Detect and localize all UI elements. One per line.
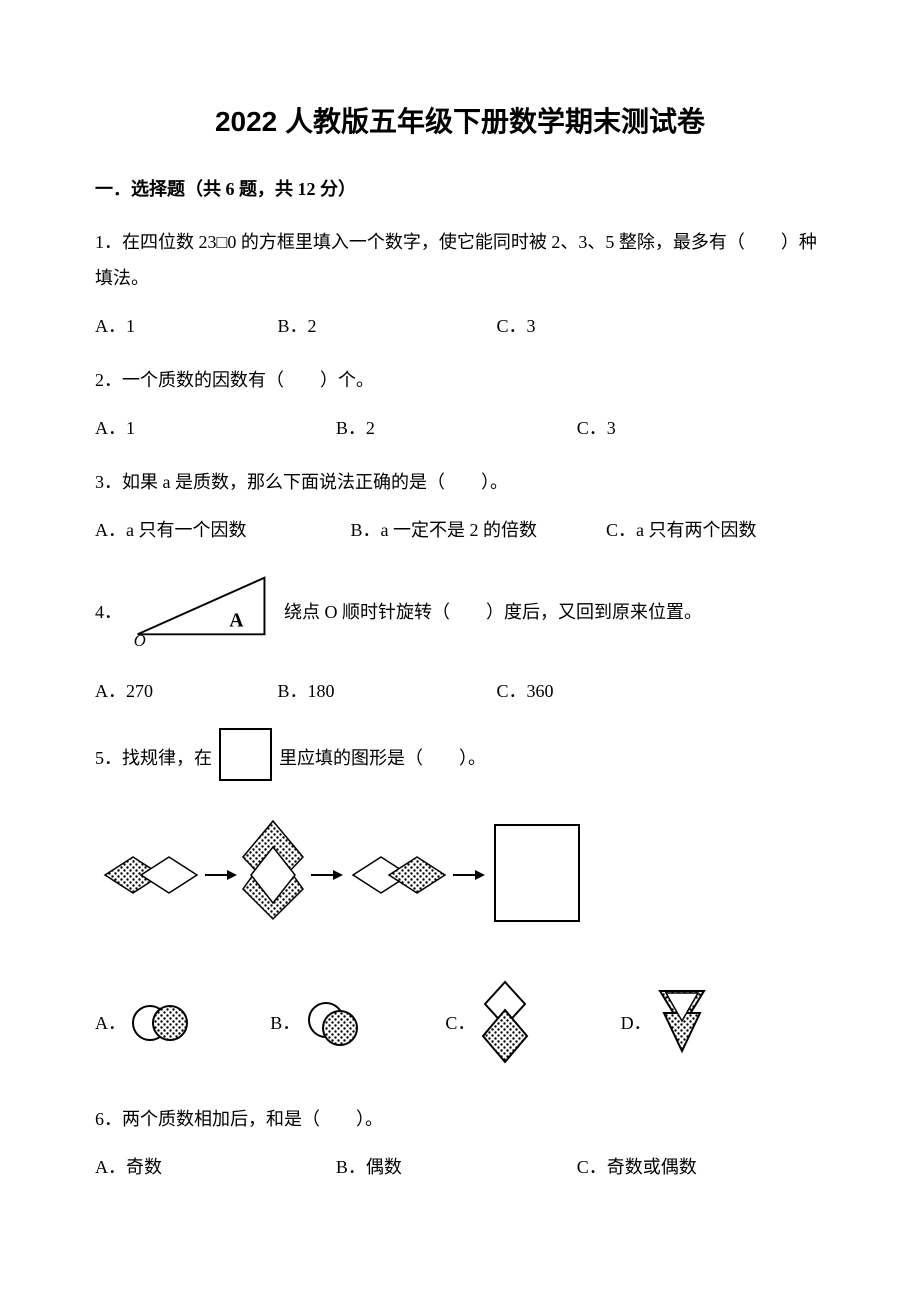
- q2-opt-b: B．2: [336, 410, 577, 446]
- page-title: 2022 人教版五年级下册数学期末测试卷: [95, 100, 825, 145]
- q1-opt-a: A．1: [95, 308, 278, 344]
- question-3: 3．如果 a 是质数，那么下面说法正确的是（ ）。 A．a 只有一个因数 B．a…: [95, 464, 825, 548]
- q5-blank-box: [218, 727, 273, 791]
- q5-opt-d: D．: [621, 987, 796, 1059]
- q6-opt-b: B．偶数: [336, 1149, 577, 1185]
- q6-opt-a: A．奇数: [95, 1149, 336, 1185]
- q5-opt-a: A．: [95, 1002, 270, 1044]
- q6-opt-c: C．奇数或偶数: [577, 1149, 818, 1185]
- q5-opt-b-label: B．: [270, 1005, 300, 1041]
- q3-opt-c: C．a 只有两个因数: [606, 512, 825, 548]
- section-header: 一．选择题（共 6 题，共 12 分）: [95, 175, 825, 204]
- question-6: 6．两个质数相加后，和是（ ）。 A．奇数 B．偶数 C．奇数或偶数: [95, 1101, 825, 1185]
- q2-opt-a: A．1: [95, 410, 336, 446]
- q5-sequence-figure: [95, 815, 825, 935]
- q3-opt-b: B．a 一定不是 2 的倍数: [351, 512, 607, 548]
- q6-options: A．奇数 B．偶数 C．奇数或偶数: [95, 1149, 825, 1185]
- question-1: 1．在四位数 23□0 的方框里填入一个数字，使它能同时被 2、3、5 整除，最…: [95, 224, 825, 344]
- q5-opt-c-label: C．: [445, 1005, 475, 1041]
- q5-opt-b: B．: [270, 1000, 445, 1046]
- q4-opt-a: A．270: [95, 673, 278, 709]
- q4-triangle-figure: O A: [128, 566, 278, 658]
- q4-label-o: O: [134, 631, 146, 646]
- q5-opt-d-label: D．: [621, 1005, 652, 1041]
- q1-opt-b: B．2: [278, 308, 497, 344]
- q4-opt-c: C．360: [497, 673, 680, 709]
- question-5: 5．找规律，在 里应填的图形是（ ）。: [95, 727, 825, 1067]
- q5-prefix: 5．找规律，在: [95, 744, 212, 773]
- q3-text: 3．如果 a 是质数，那么下面说法正确的是（ ）。: [95, 464, 825, 500]
- q4-prefix: 4．: [95, 594, 122, 630]
- q4-options: A．270 B．180 C．360: [95, 673, 825, 709]
- q1-opt-c: C．3: [497, 308, 680, 344]
- question-2: 2．一个质数的因数有（ ）个。 A．1 B．2 C．3: [95, 362, 825, 446]
- q2-opt-c: C．3: [577, 410, 818, 446]
- q2-text: 2．一个质数的因数有（ ）个。: [95, 362, 825, 398]
- q6-text: 6．两个质数相加后，和是（ ）。: [95, 1101, 825, 1137]
- q1-options: A．1 B．2 C．3: [95, 308, 825, 344]
- q4-opt-b: B．180: [278, 673, 497, 709]
- q5-options: A． B． C． D．: [95, 980, 825, 1066]
- q5-suffix: 里应填的图形是（ ）。: [279, 744, 486, 773]
- q5-opt-c: C．: [445, 980, 620, 1066]
- question-4: 4． O A 绕点 O 顺时针旋转（ ）度后，又回到原来位置。 A．270 B．…: [95, 566, 825, 709]
- q3-options: A．a 只有一个因数 B．a 一定不是 2 的倍数 C．a 只有两个因数: [95, 512, 825, 548]
- q2-options: A．1 B．2 C．3: [95, 410, 825, 446]
- q4-suffix: 绕点 O 顺时针旋转（ ）度后，又回到原来位置。: [284, 594, 702, 630]
- q3-opt-a: A．a 只有一个因数: [95, 512, 351, 548]
- q4-label-a: A: [229, 610, 243, 631]
- q5-opt-a-label: A．: [95, 1005, 126, 1041]
- q1-text: 1．在四位数 23□0 的方框里填入一个数字，使它能同时被 2、3、5 整除，最…: [95, 224, 825, 296]
